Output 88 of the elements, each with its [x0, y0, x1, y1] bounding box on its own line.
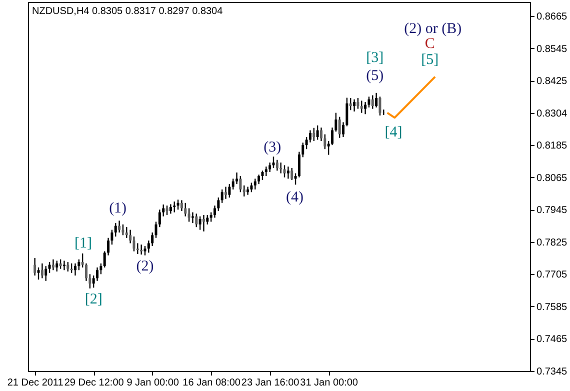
annotation: (2): [136, 258, 154, 274]
candlestick: [264, 166, 268, 177]
x-tick-label: 23 Jan 16:00: [241, 378, 300, 388]
candlestick: [173, 200, 176, 213]
candlestick: [140, 244, 143, 256]
annotation: (1): [109, 200, 127, 216]
candlestick: [118, 220, 121, 234]
y-tick-label: 0.7945: [536, 205, 568, 216]
candlestick: [228, 183, 231, 198]
candlestick: [224, 186, 228, 200]
candlestick: [280, 162, 282, 174]
candlestick: [220, 188, 224, 204]
x-tick-label: 29 Dec 12:00: [64, 378, 124, 388]
candlestick: [37, 266, 40, 280]
candlestick: [198, 216, 202, 230]
y-tick-label: 0.8304: [536, 108, 568, 120]
candlestick: [239, 175, 242, 193]
candlestick: [66, 261, 70, 272]
annotation: (3): [264, 140, 282, 156]
candlestick: [122, 224, 124, 236]
x-tick-label: 16 Jan 08:00: [182, 378, 241, 388]
y-tick-label: 0.7705: [536, 270, 568, 281]
candlestick: [258, 174, 260, 185]
annotation: C: [424, 36, 435, 52]
y-tick-label: 0.7585: [536, 302, 568, 313]
candlestick: [286, 166, 290, 180]
y-tick-label: 0.7345: [536, 366, 568, 378]
candlestick: [261, 170, 264, 181]
candlestick: [375, 92, 378, 108]
candlestick: [48, 261, 51, 274]
candlestick: [308, 130, 312, 143]
candlestick: [166, 204, 168, 216]
candlestick: [276, 159, 278, 172]
x-tick-label: 21 Dec 2011: [7, 378, 64, 388]
candlestick: [144, 245, 146, 256]
candlestick: [40, 262, 44, 279]
y-tick-label: 0.8545: [536, 44, 568, 55]
candlestick: [59, 258, 62, 270]
y-tick-label: 0.8425: [536, 76, 568, 88]
candlestick: [136, 242, 139, 255]
candlestick: [176, 199, 180, 210]
candlestick: [290, 167, 294, 181]
candlestick: [250, 182, 253, 193]
annotation: [2]: [84, 291, 102, 308]
annotation: (5): [366, 68, 384, 84]
candlestick: [236, 172, 238, 185]
chart-title: NZDUSD,H4 0.8305 0.8317 0.8297 0.8304: [32, 6, 224, 17]
annotation: [5]: [421, 52, 439, 68]
candlestick: [52, 258, 54, 271]
candlestick: [312, 127, 316, 142]
candlestick: [283, 164, 286, 178]
candlestick: [56, 260, 58, 272]
candlestick: [96, 266, 99, 282]
y-tick-label: 0.7825: [536, 237, 568, 248]
candlestick: [114, 222, 117, 238]
candlestick: [353, 98, 356, 112]
candlestick: [180, 200, 183, 212]
candlestick: [44, 266, 48, 282]
candlestick: [360, 100, 363, 114]
candlestick: [254, 178, 256, 190]
candlestick: [195, 213, 198, 228]
candlestick: [338, 116, 341, 138]
x-tick-label: 9 Jan 00:00: [126, 378, 180, 388]
y-tick-label: 0.8185: [536, 140, 568, 152]
candlestick: [356, 97, 360, 110]
y-tick-label: 0.8665: [536, 11, 568, 22]
annotation: [1]: [74, 235, 92, 252]
y-tick-label: 0.8065: [536, 172, 568, 184]
candlestick: [202, 214, 205, 232]
candlestick: [84, 262, 88, 282]
candlestick: [268, 162, 272, 173]
annotation: [4]: [384, 124, 402, 141]
y-tick-label: 0.7465: [536, 334, 568, 346]
candlestick: [371, 94, 374, 110]
candlestick: [169, 204, 172, 214]
candlestick: [316, 124, 319, 140]
candlestick: [188, 208, 190, 222]
annotation: (4): [286, 190, 304, 206]
candlestick: [74, 262, 76, 276]
candlestick: [272, 156, 275, 169]
annotation: [3]: [366, 50, 384, 66]
candlestick: [184, 202, 187, 217]
candlestick: [34, 257, 36, 276]
candlestick: [364, 101, 367, 115]
x-tick-label: 31 Jan 00:00: [300, 378, 358, 388]
candlestick: [242, 184, 246, 198]
candlestick: [378, 96, 382, 116]
annotation: (2) or (B): [404, 21, 462, 38]
